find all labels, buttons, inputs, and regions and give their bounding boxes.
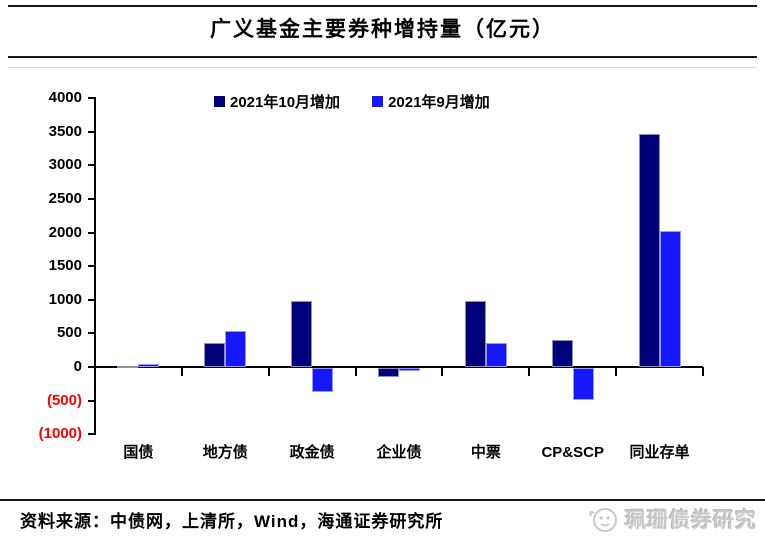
y-tick-label: 1000 bbox=[48, 290, 82, 308]
y-tick-label: 500 bbox=[56, 324, 82, 342]
watermark-text: 珮珊债券研究 bbox=[625, 509, 757, 532]
legend-item-september: 2021年9月增加 bbox=[372, 91, 490, 112]
y-tick bbox=[88, 164, 95, 167]
y-axis-line bbox=[94, 97, 96, 435]
y-tick-label: 4000 bbox=[48, 89, 82, 107]
bar-s0-c6 bbox=[638, 133, 660, 367]
y-tick-label: 3000 bbox=[48, 156, 82, 174]
x-category-label: 政金债 bbox=[289, 444, 335, 461]
x-tick bbox=[441, 367, 444, 376]
x-tick bbox=[702, 367, 704, 376]
top-divider bbox=[8, 5, 757, 7]
y-tick bbox=[88, 231, 95, 234]
bar-s1-c5 bbox=[572, 368, 594, 401]
y-tick bbox=[88, 130, 95, 133]
source-note: 资料来源：中债网，上清所，Wind，海通证券研究所 bbox=[20, 512, 444, 531]
legend-item-october: 2021年10月增加 bbox=[214, 91, 340, 112]
legend-label-september: 2021年9月增加 bbox=[388, 94, 490, 111]
x-category-label: 地方债 bbox=[202, 444, 248, 461]
y-tick bbox=[88, 433, 95, 436]
bar-s1-c6 bbox=[659, 230, 681, 367]
bar-s1-c4 bbox=[485, 343, 507, 367]
bar-s0-c1 bbox=[204, 342, 226, 367]
x-tick bbox=[528, 367, 531, 376]
x-category-label: 同业存单 bbox=[629, 444, 690, 461]
y-tick-label: (1000) bbox=[38, 425, 82, 443]
title-divider-light bbox=[8, 67, 757, 68]
y-tick-label: 2500 bbox=[48, 190, 82, 207]
x-axis-line bbox=[95, 366, 703, 368]
bar-s0-c2 bbox=[291, 301, 313, 367]
bar-s1-c2 bbox=[312, 368, 334, 393]
y-tick bbox=[88, 265, 95, 268]
bar-s0-c0 bbox=[117, 366, 139, 369]
legend-swatch-september-icon bbox=[372, 96, 384, 107]
y-tick bbox=[88, 198, 95, 200]
bar-s0-c3 bbox=[378, 368, 399, 378]
y-tick-label: 0 bbox=[73, 358, 82, 375]
x-category-label: 国债 bbox=[123, 444, 154, 461]
title-divider bbox=[8, 56, 757, 58]
x-tick bbox=[615, 367, 618, 376]
y-tick-label: 2000 bbox=[48, 223, 82, 241]
face-logo-icon bbox=[589, 508, 617, 532]
bar-s0-c4 bbox=[464, 301, 486, 367]
y-tick-label: (500) bbox=[46, 391, 82, 409]
x-category-label: CP&SCP bbox=[541, 444, 604, 461]
x-category-label: 中票 bbox=[470, 444, 501, 461]
y-tick-label: 1500 bbox=[48, 257, 82, 275]
x-category-label: 企业债 bbox=[376, 444, 422, 461]
x-tick bbox=[94, 367, 96, 376]
bar-s1-c0 bbox=[138, 363, 160, 367]
y-tick-label: 3500 bbox=[48, 122, 82, 140]
x-tick bbox=[267, 367, 270, 376]
bar-s1-c1 bbox=[225, 331, 247, 367]
y-tick bbox=[88, 366, 95, 368]
watermark: 珮珊债券研究 bbox=[587, 504, 757, 534]
footer-divider bbox=[0, 499, 765, 501]
chart-title: 广义基金主要券种增持量（亿元） bbox=[210, 18, 555, 41]
y-tick bbox=[88, 399, 95, 402]
y-tick bbox=[88, 97, 95, 100]
legend-label-october: 2021年10月增加 bbox=[230, 94, 341, 111]
x-tick bbox=[354, 367, 357, 376]
legend: 2021年10月增加 2021年9月增加 bbox=[214, 91, 490, 112]
y-tick bbox=[88, 298, 95, 301]
x-tick bbox=[180, 367, 183, 376]
y-tick bbox=[88, 332, 95, 335]
bar-s1-c3 bbox=[399, 368, 420, 372]
bar-s0-c5 bbox=[551, 340, 573, 367]
legend-swatch-october-icon bbox=[214, 96, 225, 107]
